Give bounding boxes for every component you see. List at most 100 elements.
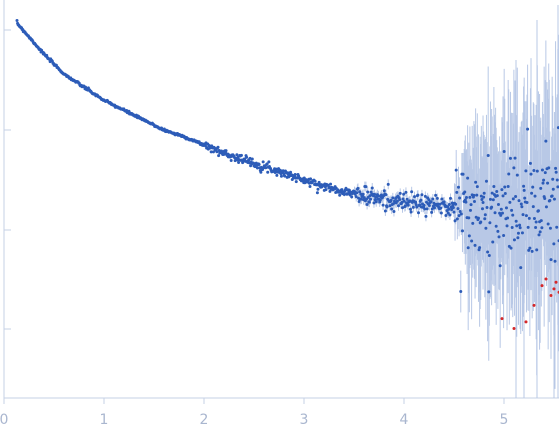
data-point <box>369 197 373 201</box>
data-point <box>427 198 431 202</box>
data-point <box>472 200 476 204</box>
data-point <box>539 219 543 223</box>
data-point <box>499 207 503 211</box>
data-point <box>479 220 483 224</box>
data-point <box>350 195 354 199</box>
data-point <box>519 266 523 270</box>
data-point <box>338 193 342 197</box>
data-point <box>546 222 550 226</box>
data-point <box>484 226 488 230</box>
data-point <box>467 234 471 238</box>
data-point <box>485 205 489 209</box>
data-point <box>457 214 461 218</box>
data-point <box>500 211 504 215</box>
data-point <box>459 290 463 294</box>
data-point <box>473 243 477 247</box>
data-point <box>15 18 19 22</box>
data-point <box>471 221 475 225</box>
data-point <box>374 200 378 204</box>
data-point <box>515 224 519 228</box>
data-point <box>499 213 503 217</box>
data-point <box>450 201 454 205</box>
data-point <box>551 187 555 191</box>
data-point <box>532 217 536 221</box>
data-point <box>495 190 499 194</box>
data-point <box>520 231 524 235</box>
data-point <box>245 155 249 159</box>
x-tick-labels: 0 1 2 3 4 5 <box>0 398 508 428</box>
data-point <box>503 185 507 189</box>
data-point <box>468 208 472 212</box>
data-point <box>315 191 319 195</box>
data-point <box>464 200 468 204</box>
data-point <box>491 240 495 244</box>
data-point <box>401 197 405 201</box>
data-point <box>430 207 434 211</box>
data-point <box>548 226 552 230</box>
data-point <box>411 205 415 209</box>
data-point <box>405 197 409 201</box>
data-point <box>467 216 471 220</box>
data-point <box>328 189 332 193</box>
data-point <box>224 149 228 153</box>
data-point <box>552 197 556 201</box>
data-point <box>522 184 526 188</box>
data-point <box>379 193 383 197</box>
data-point <box>543 171 547 175</box>
x-tick-label: 2 <box>200 412 209 428</box>
data-point <box>470 239 474 243</box>
data-point <box>424 214 428 218</box>
data-point <box>409 207 413 211</box>
data-point <box>455 190 459 194</box>
data-point <box>273 171 277 175</box>
data-point <box>534 220 538 224</box>
data-point <box>544 139 548 143</box>
data-point <box>539 186 543 190</box>
data-point <box>427 204 431 208</box>
data-point <box>414 203 418 207</box>
data-point <box>395 199 399 203</box>
data-point <box>456 185 460 189</box>
data-point <box>438 202 442 206</box>
outlier-point <box>524 320 528 324</box>
data-point <box>458 196 462 200</box>
data-point <box>549 258 553 262</box>
data-point <box>500 188 504 192</box>
data-point <box>483 213 487 217</box>
data-point <box>340 188 344 192</box>
data-point <box>556 185 559 189</box>
data-point <box>404 190 408 194</box>
axes <box>3 0 559 399</box>
data-point <box>474 180 478 184</box>
data-point <box>397 204 401 208</box>
data-point <box>425 207 429 211</box>
data-point <box>515 173 519 177</box>
data-point <box>446 205 450 209</box>
data-point <box>504 206 508 210</box>
data-point <box>447 207 451 211</box>
data-point <box>488 197 492 201</box>
data-point <box>554 170 558 174</box>
data-point <box>409 210 413 214</box>
data-point <box>235 153 239 157</box>
data-point <box>266 170 270 174</box>
data-point <box>510 225 514 229</box>
data-point <box>420 193 424 197</box>
data-point <box>452 210 456 214</box>
data-point <box>216 145 220 149</box>
data-point <box>447 203 451 207</box>
data-point <box>491 198 495 202</box>
data-point <box>264 166 268 170</box>
data-point <box>507 172 511 176</box>
data-point <box>391 196 395 200</box>
data-point <box>259 170 263 174</box>
data-point <box>530 191 534 195</box>
data-point <box>267 160 271 164</box>
data-point <box>495 194 499 198</box>
data-point <box>535 248 539 252</box>
data-point <box>537 233 541 237</box>
data-point <box>385 205 389 209</box>
data-point <box>416 193 420 197</box>
data-point <box>309 177 313 181</box>
outlier-point <box>512 327 516 330</box>
